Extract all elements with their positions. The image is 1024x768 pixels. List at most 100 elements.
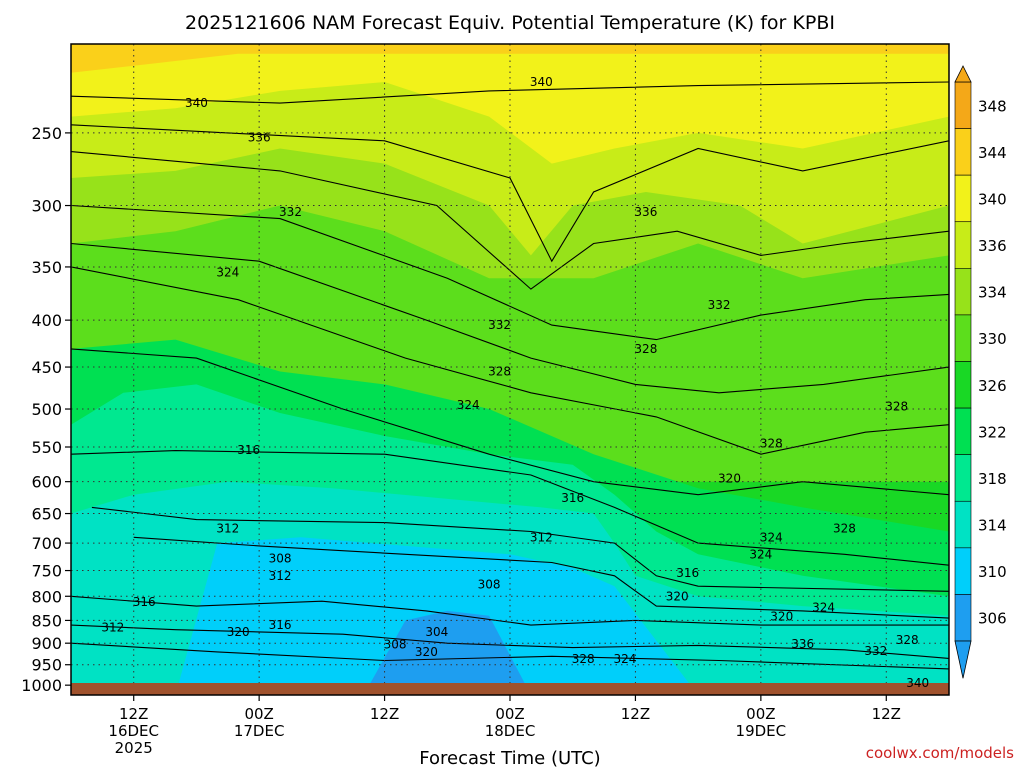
contour-label: 320: [666, 589, 689, 603]
credit-text: coolwx.com/models: [866, 744, 1014, 762]
y-tick-label: 850: [31, 611, 62, 630]
colorbar-label: 310: [978, 563, 1007, 581]
colorbar-label: 330: [978, 330, 1007, 348]
colorbar-swatch: [954, 268, 972, 316]
y-axis: 250 300 350 400 450 500 550 600 650 700 750 800 850 9…: [21, 124, 71, 695]
y-tick-label: 400: [31, 311, 62, 330]
contour-label: 336: [791, 637, 814, 651]
contour-line-10: [71, 595, 949, 626]
contour-lines: [71, 81, 949, 670]
contour-line-4: [71, 242, 949, 394]
contour-label: 320: [718, 471, 741, 485]
contour-label: 340: [906, 676, 929, 690]
contour-label: 336: [634, 205, 657, 219]
colorbar-label: 314: [978, 517, 1007, 535]
colorbar-swatch: [954, 221, 972, 269]
y-tick-label: 950: [31, 656, 62, 675]
contour-line-9: [133, 536, 949, 619]
colorbar-label: 326: [978, 377, 1007, 395]
x-tick-label: 12Z: [872, 705, 901, 723]
contour-label: 308: [384, 638, 407, 652]
colorbar-swatch: [954, 314, 972, 362]
contour-label: 332: [708, 298, 731, 312]
y-tick-label: 450: [31, 358, 62, 377]
y-tick-label: 900: [31, 634, 62, 653]
contour-line-0: [71, 81, 949, 104]
colorbar-label: 344: [978, 144, 1007, 162]
contour-label: 340: [530, 75, 553, 89]
contour-label: 312: [530, 530, 553, 544]
x-tick-label: 16DEC: [108, 722, 159, 740]
colorbar-swatch: [954, 407, 972, 455]
colorbar-label: 322: [978, 423, 1007, 441]
contour-label: 324: [457, 398, 480, 412]
y-tick-label: 650: [31, 505, 62, 524]
contour-label: 316: [269, 618, 292, 632]
y-tick-label: 800: [31, 587, 62, 606]
contour-label: 312: [101, 620, 124, 634]
y-tick-label: 350: [31, 258, 62, 277]
colorbar-label: 334: [978, 284, 1007, 302]
x-tick-label: 12Z: [621, 705, 650, 723]
contour-label: 320: [415, 645, 438, 659]
contour-label: 332: [488, 318, 511, 332]
contour-label: 328: [572, 652, 595, 666]
x-tick-label: 00Z: [746, 705, 775, 723]
colorbar-top-arrow: [954, 65, 972, 83]
y-tick-label: 1000: [21, 676, 62, 695]
contour-label: 336: [248, 131, 271, 145]
colorbar-label: 318: [978, 470, 1007, 488]
contour-label: 320: [770, 610, 793, 624]
colorbar-swatch: [954, 594, 972, 642]
contour-line-7: [71, 450, 949, 566]
contour-label: 328: [896, 633, 919, 647]
fill-band-upper-3: [71, 44, 949, 73]
contour-label: 328: [885, 400, 908, 414]
contour-label: 328: [488, 364, 511, 378]
y-tick-label: 500: [31, 400, 62, 419]
y-tick-label: 250: [31, 124, 62, 143]
contour-label: 328: [833, 522, 856, 536]
contour-label: 308: [269, 552, 292, 566]
grid-lines: [71, 44, 949, 695]
colorbar-label: 340: [978, 190, 1007, 208]
colorbar-swatch: [954, 500, 972, 549]
contour-label: 316: [561, 491, 584, 505]
contour-label: 340: [185, 96, 208, 110]
x-tick-label: 18DEC: [485, 722, 536, 740]
y-tick-label: 600: [31, 473, 62, 492]
colorbar-swatch: [954, 81, 972, 129]
contour-labels: 340 340 336 336 332 332 332 324 328 328 324 328 328 3…: [101, 75, 929, 690]
contour-label: 316: [133, 595, 156, 609]
colorbar-bottom-arrow: [954, 640, 972, 679]
contour-label: 324: [614, 652, 637, 666]
x-tick-label: 12Z: [370, 705, 399, 723]
colorbar-swatch: [954, 361, 972, 409]
colorbar-label: 348: [978, 97, 1007, 115]
colorbar-swatch: [954, 128, 972, 176]
x-tick-label: 19DEC: [736, 722, 787, 740]
contour-line-2: [71, 151, 949, 290]
contour-label: 332: [279, 205, 302, 219]
colorbar-swatch: [954, 174, 972, 223]
y-tick-label: 300: [31, 197, 62, 216]
contour-label: 308: [478, 578, 501, 592]
colorbar-label: 336: [978, 237, 1007, 255]
fill-band-lower-5: [71, 610, 949, 695]
contour-line-3: [71, 204, 949, 341]
contour-label: 316: [676, 566, 699, 580]
contour-label: 328: [634, 342, 657, 356]
contour-label: 324: [216, 266, 239, 280]
contour-label: 320: [227, 625, 250, 639]
contour-label: 332: [864, 644, 887, 658]
x-tick-label: 00Z: [244, 705, 273, 723]
colorbar-swatch: [954, 547, 972, 595]
contour-label: 324: [812, 601, 835, 615]
x-tick-label: 12Z: [119, 705, 148, 723]
contour-label: 312: [269, 569, 292, 583]
x-tick-label: 00Z: [495, 705, 524, 723]
colorbar: 348 344 340 336 334 330 326 322 318 314 310 306: [954, 65, 1007, 679]
contour-label: 328: [760, 436, 783, 450]
x-tick-label: 2025: [115, 739, 153, 757]
